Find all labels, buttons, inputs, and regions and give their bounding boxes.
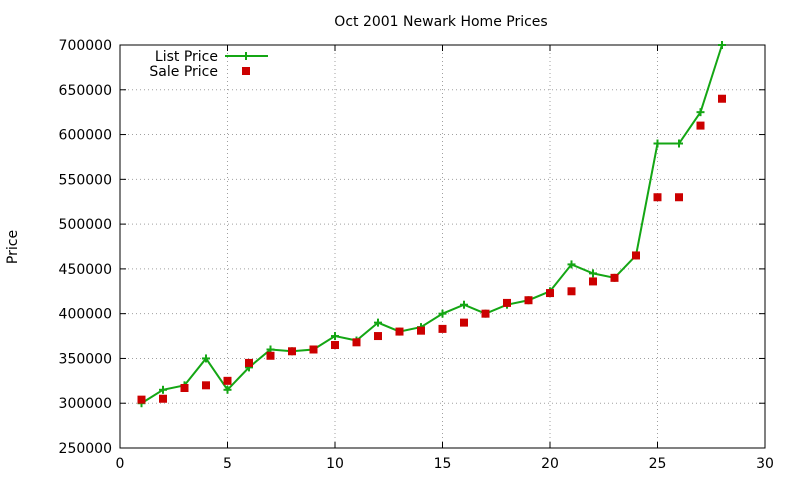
sale-price-point [610, 273, 619, 282]
list-price-point [718, 41, 726, 49]
x-tick-label: 0 [116, 456, 125, 472]
sale-price-point [460, 318, 468, 327]
sale-price-point [223, 376, 232, 385]
y-tick-label: 650000 [59, 83, 112, 99]
x-tick-label: 25 [649, 456, 667, 472]
list-price-point [202, 354, 210, 363]
sale-price-point [288, 347, 296, 356]
y-tick-label: 250000 [59, 441, 112, 457]
x-tick-label: 10 [326, 456, 344, 472]
sale-price-point [653, 193, 662, 202]
sale-price-point [438, 324, 447, 333]
sale-price-point [567, 287, 576, 296]
list-price-line [140, 44, 723, 405]
sale-price-point [395, 327, 404, 336]
list-price-point [331, 332, 339, 341]
list-price-point [696, 108, 705, 117]
list-price-point [223, 385, 232, 394]
legend-plus-marker [242, 52, 250, 60]
list-price-point [567, 260, 576, 269]
list-price-point [374, 318, 382, 327]
grid [120, 45, 765, 448]
y-tick-label: 500000 [59, 217, 112, 233]
y-tick-label: 600000 [59, 128, 112, 144]
sale-price-point [137, 395, 146, 404]
x-tick-label: 20 [541, 456, 559, 472]
chart-title: Oct 2001 Newark Home Prices [334, 14, 547, 30]
y-tick-label: 300000 [59, 396, 112, 412]
sale-price-point [159, 394, 167, 403]
sale-price-point [417, 326, 425, 335]
y-tick-label: 400000 [59, 307, 112, 323]
y-tick-label: 550000 [59, 172, 112, 188]
legend-label: Sale Price [149, 64, 218, 80]
axis-ticks: 0 5 10 15 20 25 30 250000 300000 350000 400000 4500… [59, 38, 774, 472]
sale-price-point [331, 341, 339, 350]
x-tick-label: 5 [223, 456, 232, 472]
list-price-point [653, 139, 662, 148]
list-price-point [589, 269, 597, 278]
series-layer [137, 41, 726, 408]
sale-price-point [245, 358, 253, 367]
sale-price-point [481, 309, 490, 318]
sale-price-point [352, 338, 361, 347]
sale-price-point [503, 298, 511, 307]
y-tick-label: 450000 [59, 262, 112, 278]
sale-price-point [675, 193, 683, 202]
list-price-point [675, 139, 683, 148]
y-tick-label: 700000 [59, 38, 112, 54]
legend-square-marker [242, 67, 250, 75]
y-tick-label: 350000 [59, 351, 112, 367]
sale-price-point [309, 345, 318, 354]
sale-price-point [180, 383, 189, 392]
x-tick-label: 30 [756, 456, 774, 472]
sale-price-point [202, 381, 210, 390]
sale-price-point [589, 277, 597, 286]
x-tick-label: 15 [434, 456, 452, 472]
sale-price-point [546, 289, 554, 298]
sale-price-point [266, 351, 275, 360]
legend-label: List Price [155, 49, 218, 65]
sale-price-point [696, 121, 705, 130]
list-price-point [438, 309, 447, 318]
sale-price-point [632, 251, 640, 260]
sale-price-point [524, 296, 533, 305]
list-price-point [159, 385, 167, 394]
y-axis-label: Price [5, 230, 21, 264]
sale-price-point [718, 94, 726, 103]
sale-price-point [374, 332, 382, 341]
list-price-point [460, 300, 468, 309]
